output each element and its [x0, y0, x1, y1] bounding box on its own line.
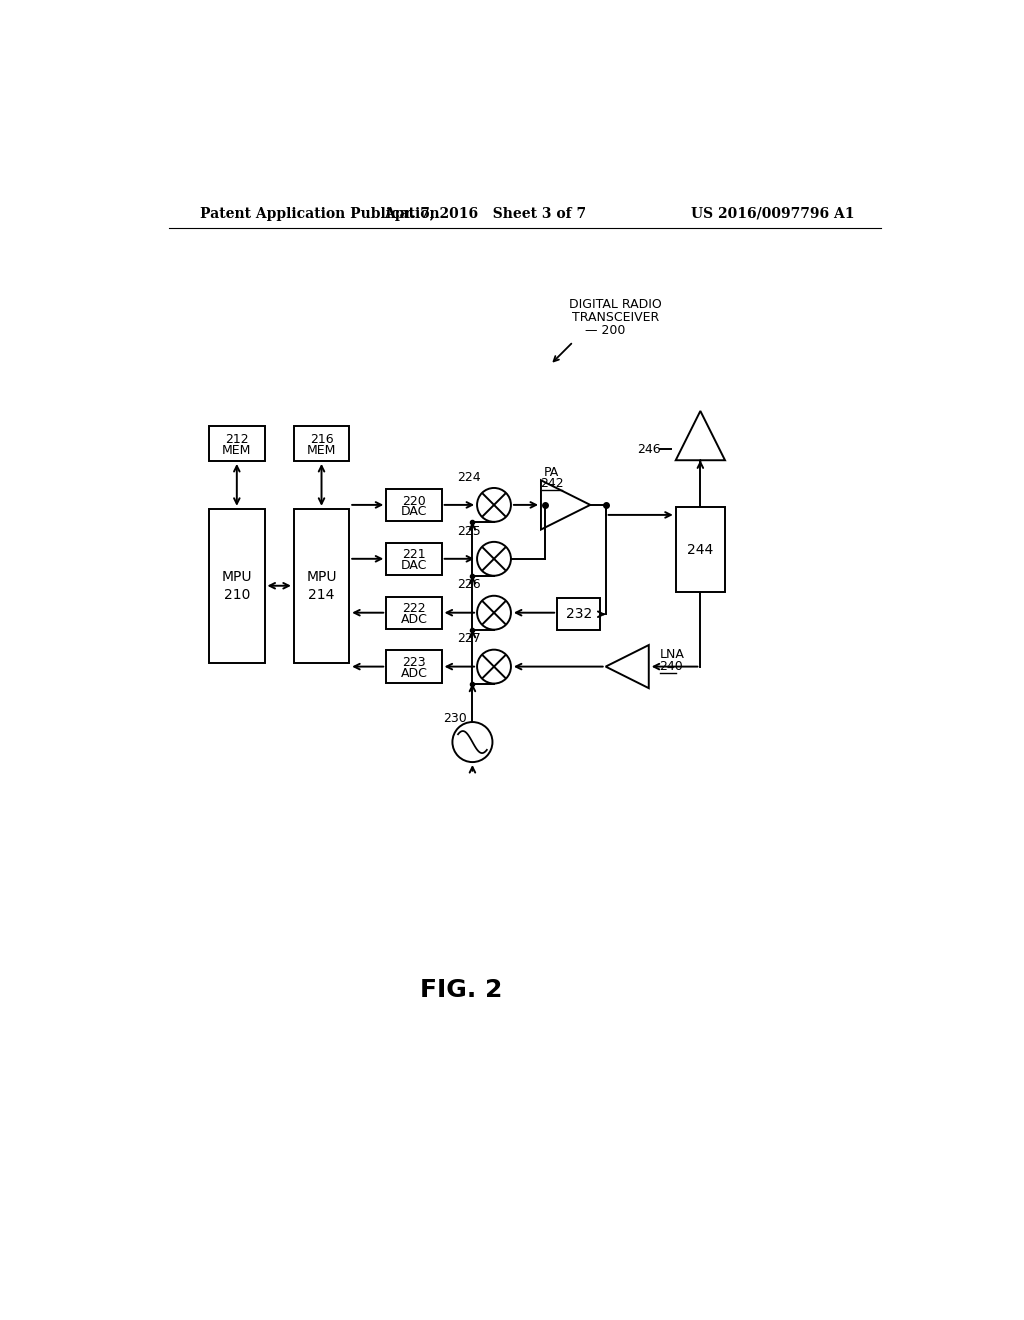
Text: 244: 244: [687, 543, 714, 557]
Text: MEM: MEM: [307, 444, 336, 457]
Bar: [294, 508, 349, 663]
Bar: [209, 508, 264, 663]
Text: 224: 224: [458, 471, 481, 483]
Text: 212: 212: [225, 433, 249, 446]
Bar: [557, 598, 600, 631]
Text: DAC: DAC: [400, 558, 427, 572]
Text: Patent Application Publication: Patent Application Publication: [200, 207, 439, 220]
Text: 240: 240: [659, 660, 683, 673]
Text: MPU: MPU: [221, 569, 252, 583]
Text: 227: 227: [458, 632, 481, 645]
Text: 221: 221: [402, 548, 426, 561]
Bar: [676, 507, 725, 591]
Text: DAC: DAC: [400, 504, 427, 517]
Text: 220: 220: [402, 495, 426, 507]
Bar: [209, 425, 264, 461]
Text: PA: PA: [544, 466, 559, 479]
Bar: [386, 651, 441, 682]
Text: — 200: — 200: [586, 325, 626, 338]
Text: DIGITAL RADIO: DIGITAL RADIO: [569, 298, 663, 312]
Text: TRANSCEIVER: TRANSCEIVER: [572, 312, 659, 325]
Bar: [386, 488, 441, 521]
Text: 225: 225: [458, 524, 481, 537]
Text: 242: 242: [540, 477, 563, 490]
Bar: [386, 543, 441, 576]
Text: MPU: MPU: [306, 569, 337, 583]
Text: 223: 223: [402, 656, 426, 669]
Text: 246: 246: [637, 444, 660, 455]
Text: ADC: ADC: [400, 612, 427, 626]
Text: Apr. 7, 2016   Sheet 3 of 7: Apr. 7, 2016 Sheet 3 of 7: [384, 207, 586, 220]
Text: MEM: MEM: [222, 444, 252, 457]
Text: US 2016/0097796 A1: US 2016/0097796 A1: [691, 207, 854, 220]
Text: 214: 214: [308, 587, 335, 602]
Text: 232: 232: [565, 607, 592, 622]
Text: 226: 226: [458, 578, 481, 591]
Text: 216: 216: [309, 433, 334, 446]
Text: LNA: LNA: [659, 648, 684, 661]
Text: 210: 210: [223, 587, 250, 602]
Bar: [294, 425, 349, 461]
Text: FIG. 2: FIG. 2: [421, 978, 503, 1002]
Text: 230: 230: [443, 713, 467, 726]
Bar: [386, 597, 441, 628]
Text: ADC: ADC: [400, 667, 427, 680]
Text: 222: 222: [402, 602, 426, 615]
